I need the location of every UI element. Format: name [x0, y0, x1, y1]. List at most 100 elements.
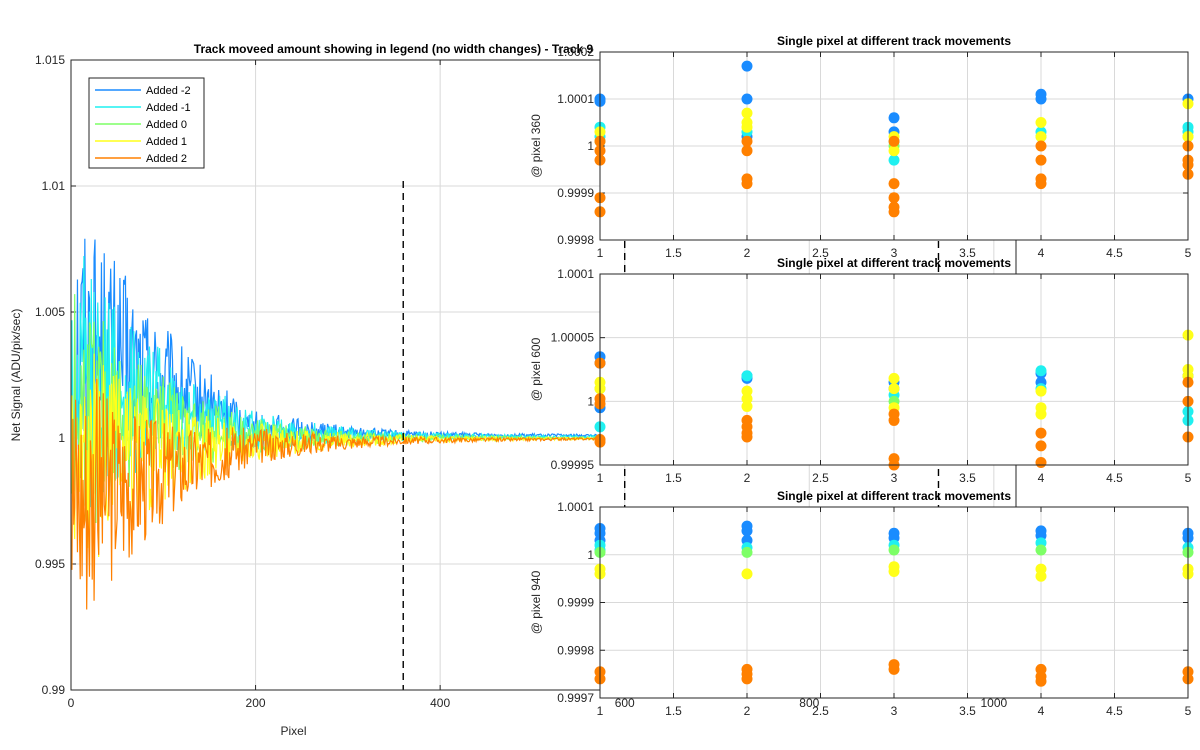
- data-point: [741, 525, 753, 537]
- chart-title: Single pixel at different track movement…: [777, 256, 1011, 270]
- axes-1: 1 1.5 2 2.5 3 3.5 4 4.5 5 0.9998 0.9999 1 1.0001 1.00…: [529, 34, 1194, 260]
- data-point: [888, 663, 900, 675]
- data-point: [888, 192, 900, 204]
- x-tick-label: 5: [1185, 471, 1192, 485]
- x-tick-label: 4: [1038, 704, 1045, 718]
- legend-entry-4: Added 2: [146, 153, 187, 165]
- x-tick-label: 800: [799, 696, 819, 710]
- data-point: [888, 206, 900, 218]
- x-tick-label: 1: [597, 704, 604, 718]
- data-point: [1035, 178, 1047, 190]
- y-tick-label: 1: [587, 548, 594, 562]
- x-tick-label: 1.5: [665, 471, 682, 485]
- x-tick-label: 2: [744, 246, 751, 260]
- x-axis-label: Pixel: [280, 724, 306, 738]
- data-point: [1035, 544, 1047, 556]
- data-point: [741, 135, 753, 147]
- x-tick-label: 600: [615, 696, 635, 710]
- axes-box: [599, 273, 1189, 466]
- x-tick-label: 2.5: [812, 246, 829, 260]
- data-point: [888, 544, 900, 556]
- x-tick-label: 2.5: [812, 704, 829, 718]
- y-tick-label: 0.99: [42, 683, 66, 697]
- data-point: [888, 414, 900, 426]
- data-point: [888, 178, 900, 190]
- x-tick-label: 3: [891, 246, 898, 260]
- data-point: [888, 112, 900, 124]
- data-point: [888, 135, 900, 147]
- y-tick-label: 1: [58, 431, 65, 445]
- x-tick-label: 4.5: [1106, 246, 1123, 260]
- y-tick-label: 1.005: [35, 305, 65, 319]
- x-tick-label: 4: [1038, 246, 1045, 260]
- y-tick-label: 0.995: [35, 557, 65, 571]
- legend: Added -2 Added -1 Added 0 Added 1 Added 2: [88, 77, 205, 169]
- data-point: [741, 431, 753, 443]
- data-point: [741, 121, 753, 133]
- legend-entry-0: Added -2: [146, 85, 191, 97]
- x-tick-label: 0: [68, 696, 75, 710]
- data-point: [1035, 675, 1047, 687]
- x-tick-label: 3: [891, 704, 898, 718]
- legend-entry-2: Added 0: [146, 119, 187, 131]
- scatter-points: [594, 329, 1194, 471]
- x-tick-label: 1.5: [665, 704, 682, 718]
- data-point: [741, 60, 753, 72]
- y-tick-label: 1.01: [42, 179, 66, 193]
- data-point: [741, 385, 753, 397]
- y-tick-label: 0.9999: [557, 596, 594, 610]
- data-point: [741, 400, 753, 412]
- data-point: [1035, 570, 1047, 582]
- x-tick-label: 2.5: [812, 471, 829, 485]
- data-point: [1035, 385, 1047, 397]
- x-tick-label: 5: [1185, 704, 1192, 718]
- y-tick-label: 0.9998: [557, 643, 594, 657]
- data-point: [888, 154, 900, 166]
- data-point: [888, 565, 900, 577]
- x-tick-label: 1: [597, 246, 604, 260]
- y-tick-label: 1.0002: [557, 45, 594, 59]
- data-point: [741, 546, 753, 558]
- x-tick-label: 2: [744, 471, 751, 485]
- data-point: [1035, 440, 1047, 452]
- y-axis-label: @ pixel 600: [529, 337, 543, 401]
- data-point: [888, 372, 900, 384]
- data-point: [1035, 456, 1047, 468]
- data-point: [741, 393, 753, 405]
- y-tick-label: 1: [587, 139, 594, 153]
- data-point: [1035, 408, 1047, 420]
- y-tick-label: 1: [587, 394, 594, 408]
- x-tick-label: 3: [891, 471, 898, 485]
- x-tick-label: 1000: [981, 696, 1008, 710]
- x-tick-label: 1: [597, 471, 604, 485]
- legend-entry-1: Added -1: [146, 102, 191, 114]
- data-point: [741, 568, 753, 580]
- data-point: [1035, 93, 1047, 105]
- x-tick-label: 2: [744, 704, 751, 718]
- data-point: [1035, 154, 1047, 166]
- y-axis-label: Net Signal (ADU/pix/sec): [9, 309, 23, 442]
- x-tick-label: 4.5: [1106, 704, 1123, 718]
- x-tick-label: 3.5: [959, 246, 976, 260]
- data-point: [741, 673, 753, 685]
- data-point: [888, 383, 900, 395]
- data-point: [1035, 427, 1047, 439]
- y-tick-label: 1.0001: [557, 500, 594, 514]
- y-tick-label: 1.0001: [557, 92, 594, 106]
- axes-box: [599, 506, 1189, 699]
- chart-title: Single pixel at different track movement…: [777, 489, 1011, 503]
- x-tick-label: 200: [246, 696, 266, 710]
- x-tick-label: 3.5: [959, 704, 976, 718]
- x-tick-label: 1.5: [665, 246, 682, 260]
- x-tick-label: 400: [430, 696, 450, 710]
- x-tick-label: 4: [1038, 471, 1045, 485]
- y-tick-label: 0.9999: [557, 186, 594, 200]
- data-point: [1035, 365, 1047, 377]
- data-point: [741, 93, 753, 105]
- x-tick-label: 5: [1185, 246, 1192, 260]
- y-axis-label: @ pixel 940: [529, 570, 543, 634]
- data-point: [741, 107, 753, 119]
- axes-3: 1 1.5 2 2.5 3 3.5 4 4.5 5 0.9997 0.9998 0.9999 1 1.00…: [529, 489, 1194, 718]
- y-tick-label: 0.99995: [551, 458, 595, 472]
